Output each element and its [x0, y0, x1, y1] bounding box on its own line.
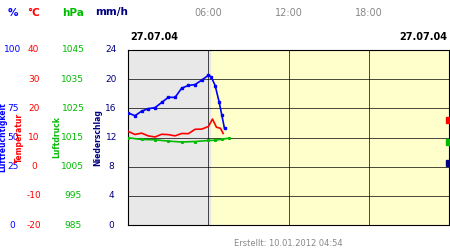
Text: 50: 50 [7, 133, 18, 142]
Text: Luftfeuchtigkeit: Luftfeuchtigkeit [0, 102, 7, 172]
Text: 20: 20 [105, 75, 117, 84]
Text: Luftdruck: Luftdruck [52, 116, 61, 158]
Text: 30: 30 [28, 75, 40, 84]
Text: 06:00: 06:00 [194, 8, 222, 18]
Text: 1015: 1015 [61, 133, 85, 142]
Text: 20: 20 [28, 104, 40, 113]
Text: 27.07.04: 27.07.04 [400, 32, 448, 42]
Text: 0: 0 [31, 162, 36, 171]
Text: 985: 985 [64, 220, 81, 230]
Text: 0: 0 [10, 220, 15, 230]
Text: 1045: 1045 [62, 46, 84, 54]
Text: 27.07.04: 27.07.04 [130, 32, 179, 42]
Text: 10: 10 [28, 133, 40, 142]
Text: hPa: hPa [62, 8, 84, 18]
Text: 12: 12 [105, 133, 117, 142]
Text: 4: 4 [108, 191, 114, 200]
Text: Temperatur: Temperatur [14, 112, 23, 162]
Text: %: % [7, 8, 18, 18]
Bar [128, 50, 210, 225]
Text: 75: 75 [7, 104, 18, 113]
Text: Erstellt: 10.01.2012 04:54: Erstellt: 10.01.2012 04:54 [234, 238, 343, 248]
Text: 100: 100 [4, 46, 21, 54]
Text: 8: 8 [108, 162, 114, 171]
Text: Niederschlag: Niederschlag [94, 109, 103, 166]
Text: 1035: 1035 [61, 75, 85, 84]
Text: 12:00: 12:00 [275, 8, 302, 18]
Text: 0: 0 [108, 220, 114, 230]
Text: °C: °C [27, 8, 40, 18]
Text: 16: 16 [105, 104, 117, 113]
Text: 25: 25 [7, 162, 18, 171]
Text: -20: -20 [27, 220, 41, 230]
Text: 18:00: 18:00 [355, 8, 383, 18]
Text: 1025: 1025 [62, 104, 84, 113]
Text: -10: -10 [27, 191, 41, 200]
Text: mm/h: mm/h [94, 8, 128, 18]
Text: 40: 40 [28, 46, 40, 54]
Text: 24: 24 [105, 46, 117, 54]
Text: 995: 995 [64, 191, 81, 200]
Text: 1005: 1005 [61, 162, 85, 171]
